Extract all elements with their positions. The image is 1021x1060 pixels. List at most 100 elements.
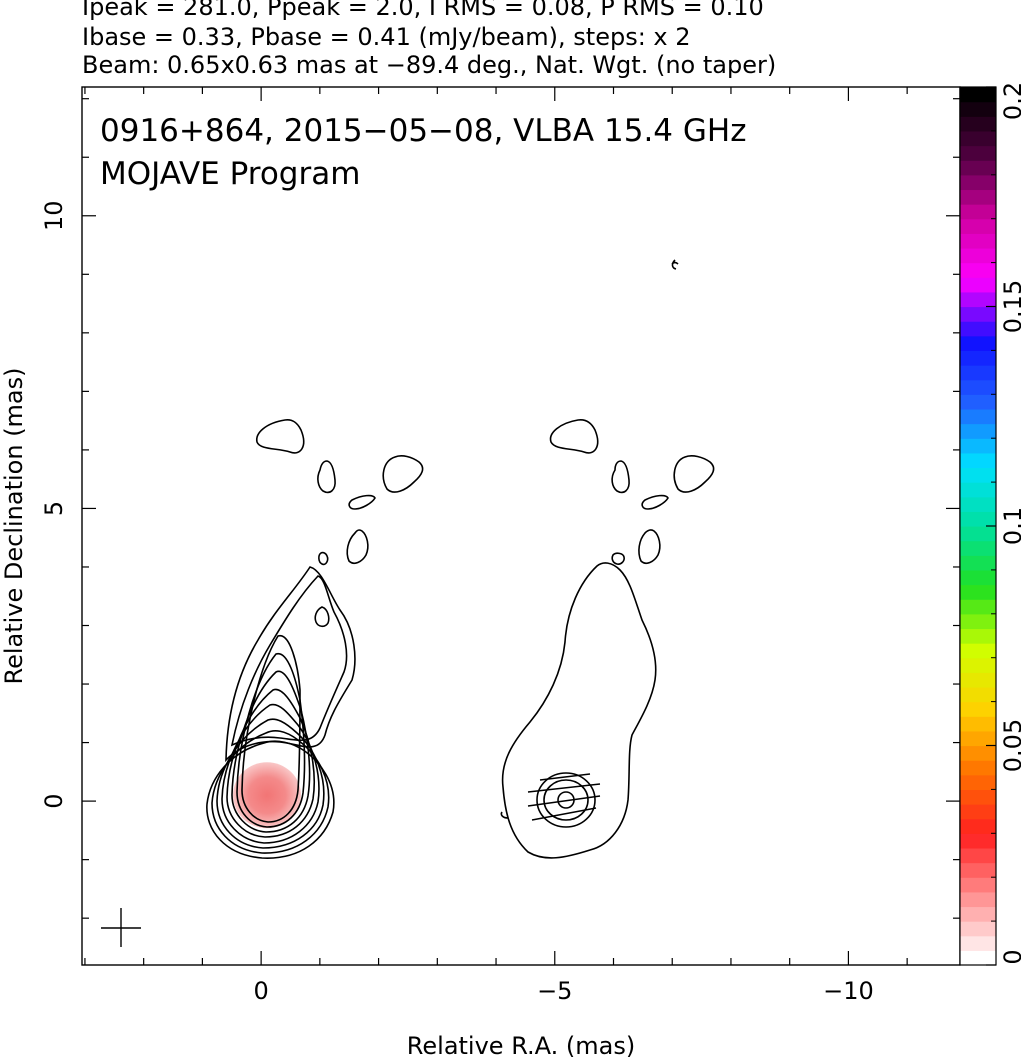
colorbar-segment (960, 87, 996, 103)
y-tick-label: 10 (40, 200, 68, 231)
contour-left-7 (241, 635, 301, 823)
polarization-vectors (527, 773, 601, 821)
colorbar-segment (960, 599, 996, 615)
colorbar-segment (960, 350, 996, 366)
colorbar-segment (960, 950, 996, 966)
colorbar-segment (960, 321, 996, 337)
colorbar-segment (960, 423, 996, 439)
colorbar-segment (960, 555, 996, 571)
contour-left-10 (314, 606, 330, 628)
colorbar-segment (960, 716, 996, 732)
colorbar-segment (960, 335, 996, 351)
colorbar-segment (960, 526, 996, 542)
contour-right-7 (671, 259, 679, 270)
colorbar-segment (960, 891, 996, 908)
contour-left-8 (225, 566, 356, 763)
colorbar-segment (960, 935, 996, 951)
colorbar-segment (960, 672, 996, 688)
contour-right-4 (641, 494, 669, 510)
colorbar-segment (960, 818, 996, 834)
x-tick-label: −10 (823, 977, 874, 1005)
contour-right-6 (611, 552, 625, 565)
evpa-vector-3 (539, 773, 591, 781)
colorbar-segment (960, 686, 996, 703)
contour-left-9 (230, 575, 348, 747)
colorbar-segment (960, 745, 996, 761)
colorbar-tick-label: 0 (999, 949, 1021, 964)
header-line-3: Beam: 0.65x0.63 mas at −89.4 deg., Nat. … (82, 51, 777, 79)
colorbar-segment (960, 760, 996, 776)
colorbar-tick-label: 0.1 (999, 507, 1021, 545)
colorbar-segment (960, 730, 996, 747)
colorbar-segment (960, 789, 996, 805)
colorbar-segment (960, 394, 996, 410)
colorbar-segment (960, 774, 996, 790)
colorbar-tick-label: 0.05 (999, 719, 1021, 772)
colorbar-segment (960, 862, 996, 878)
evpa-vector-1 (527, 795, 601, 807)
contour-right-2 (611, 460, 630, 494)
colorbar-segment (960, 804, 996, 820)
beam-cross (101, 908, 141, 947)
contour-left-3 (221, 703, 320, 844)
panel-title: 0916+864, 2015−05−08, VLBA 15.4 GHz (100, 113, 746, 149)
header-line-2: Ibase = 0.33, Pbase = 0.41 (mJy/beam), s… (82, 23, 691, 51)
colorbar-segment (960, 379, 996, 395)
colorbar-segment (960, 116, 996, 132)
colorbar-tick-label: 0.2 (999, 82, 1021, 120)
contour-left-11 (318, 551, 329, 566)
colorbar-segment (960, 540, 996, 556)
x-tick-label: −5 (537, 977, 572, 1005)
colorbar-segment (960, 584, 996, 600)
contour-left-14 (382, 455, 424, 493)
colorbar-segment (960, 877, 996, 893)
colorbar-segment (960, 218, 996, 234)
contour-left-15 (348, 494, 376, 510)
colorbar-segment (960, 613, 996, 630)
contour-left-2 (216, 718, 325, 849)
colorbar-segment (960, 643, 996, 659)
y-tick-label: 0 (40, 793, 68, 808)
colorbar-segment (960, 204, 996, 220)
colorbar-segment (960, 130, 996, 147)
colorbar-segment (960, 277, 996, 293)
polarization-core-contour-1 (543, 779, 589, 821)
colorbar-segment (960, 189, 996, 205)
total-intensity-contours (206, 419, 424, 859)
colorbar-segment (960, 365, 996, 381)
x-tick-label: 0 (253, 977, 268, 1005)
colorbar-segment (960, 306, 996, 322)
contour-right-3 (673, 455, 715, 493)
contour-right-1 (549, 419, 599, 454)
y-axis-label: Relative Declination (mas) (0, 367, 28, 684)
colorbar-segment (960, 262, 996, 278)
contour-right-0 (501, 562, 657, 859)
contour-left-13 (317, 460, 336, 494)
axis-ticks (82, 87, 960, 965)
panel-subtitle: MOJAVE Program (100, 156, 360, 192)
colorbar-segment (960, 291, 996, 308)
plot-frame (81, 86, 961, 966)
colorbar-segment (960, 496, 996, 512)
polarization-core-contour-0 (536, 772, 596, 828)
evpa-vector-2 (531, 807, 597, 821)
colorbar-segment (960, 701, 996, 717)
header-line-1: Ipeak = 281.0, Ppeak = 2.0, I RMS = 0.08… (82, 0, 764, 21)
contour-right-5 (638, 529, 661, 564)
colorbar-segment (960, 452, 996, 469)
colorbar-segment (960, 833, 996, 849)
colorbar-segment (960, 847, 996, 864)
colorbar-segment (960, 921, 996, 937)
colorbar-segment (960, 408, 996, 425)
evpa-vector-0 (527, 783, 601, 793)
contour-left-16 (346, 529, 369, 564)
colorbar-segment (960, 628, 996, 644)
colorbar-segment (960, 160, 996, 176)
colorbar: 0 0.05 0.1 0.15 0.2 (959, 82, 1021, 966)
contour-left-12 (256, 419, 305, 454)
colorbar-segment (960, 247, 996, 264)
colorbar-segment (960, 145, 996, 161)
colorbar-tick-label: 0.15 (999, 280, 1021, 333)
colorbar-segment (960, 174, 996, 191)
